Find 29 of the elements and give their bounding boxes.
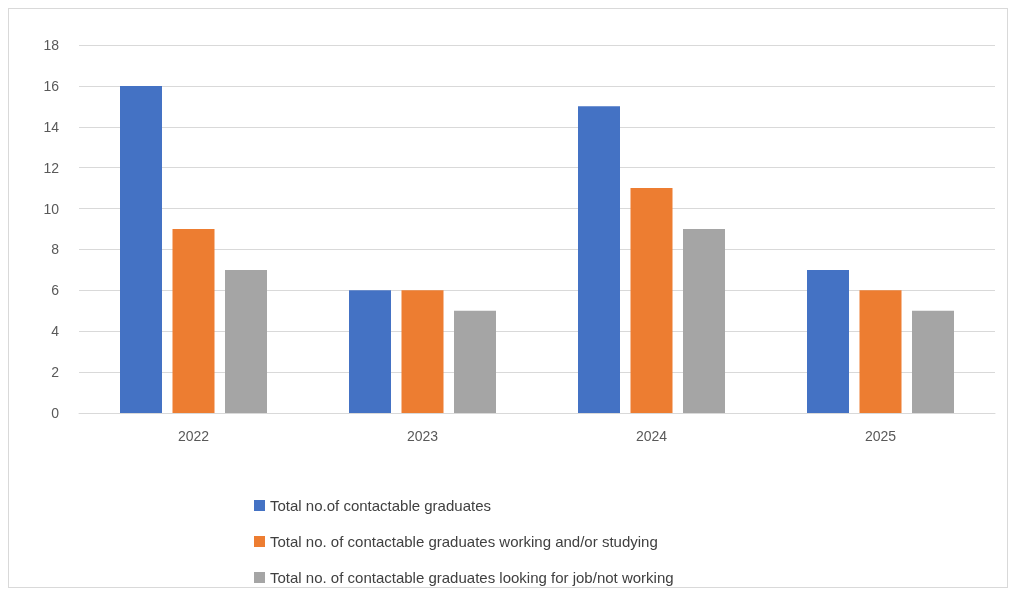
x-tick-label: 2025 <box>864 428 897 444</box>
y-tick-label: 12 <box>43 159 60 176</box>
bar <box>349 290 391 413</box>
bar <box>807 269 849 413</box>
legend-label: Total no. of contactable graduates looking for job/not working <box>270 569 674 586</box>
bar <box>120 85 162 413</box>
y-tick-label: 2 <box>51 364 60 381</box>
bar <box>225 269 267 413</box>
legend-label: Total no.of contactable graduates <box>270 497 491 514</box>
y-tick-label: 0 <box>51 405 60 421</box>
y-tick-label: 6 <box>51 282 60 299</box>
bar <box>401 290 444 413</box>
y-tick-label: 18 <box>43 37 60 53</box>
y-tick-label: 10 <box>43 200 60 217</box>
bar <box>630 188 673 413</box>
x-tick-label: 2022 <box>177 428 210 444</box>
bar <box>172 229 215 413</box>
legend-label: Total no. of contactable graduates working and/or studying <box>270 533 658 550</box>
bar <box>683 229 725 413</box>
bar <box>454 310 496 413</box>
y-tick-label: 16 <box>43 77 60 94</box>
bar <box>859 290 902 413</box>
bar <box>578 106 620 413</box>
y-tick-label: 4 <box>51 323 60 340</box>
y-tick-label: 8 <box>51 241 60 258</box>
y-tick-label: 14 <box>43 118 60 135</box>
x-tick-label: 2023 <box>406 428 439 444</box>
x-tick-label: 2024 <box>635 428 668 444</box>
bar <box>912 310 954 413</box>
